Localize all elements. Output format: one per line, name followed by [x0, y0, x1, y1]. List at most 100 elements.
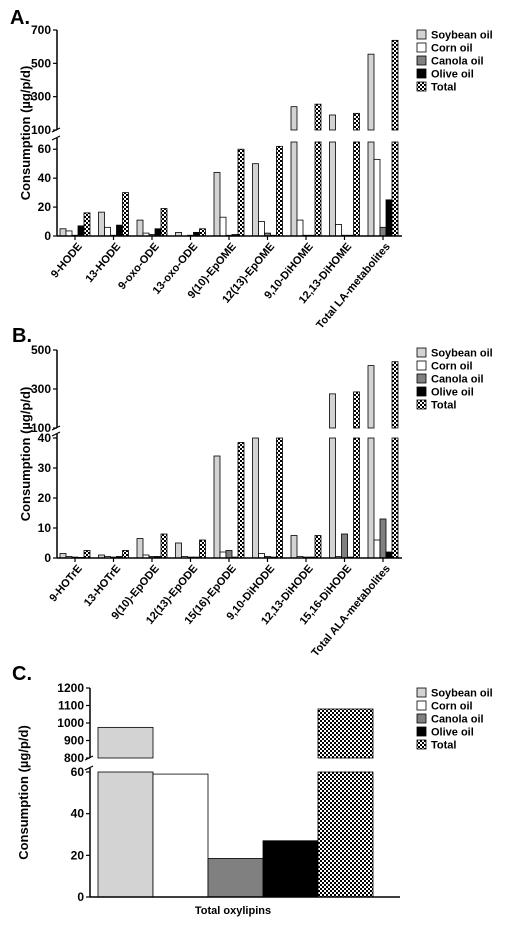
bar-total-12-13-dihome-upper	[353, 112, 360, 131]
legend-label-olive-oil: Olive oil	[431, 69, 474, 81]
bar-soybean-oil-total-la-metabolites	[367, 141, 375, 237]
bar-soybean-oil-9-10-dihome	[290, 141, 298, 237]
y-tick-label: 1200	[57, 681, 84, 695]
bar-soybean-oil-15-16-dihode	[329, 437, 336, 559]
y-tick-label: 60	[38, 142, 52, 156]
bar-corn-oil-15-16-epode	[219, 551, 227, 559]
x-tick-label: 13-HOTrE	[82, 563, 123, 609]
bar-corn-oil-12-13-dihome	[335, 224, 342, 237]
legend-label-soybean-oil: Soybean oil	[431, 348, 493, 360]
y-tick-label: 40	[38, 171, 52, 185]
bar-total-total-la-metabolites-upper	[391, 39, 399, 131]
y-axis-label: Consumption (µg/p/d)	[18, 387, 33, 522]
bar-canola-oil-total-la-metabolites	[379, 226, 387, 237]
legend-swatch-olive-oil	[416, 726, 427, 737]
bar-soybean-oil-15-16-dihode-upper	[329, 393, 336, 429]
bar-soybean-oil-15-16-epode	[213, 455, 221, 559]
legend-swatch-corn-oil	[416, 700, 427, 711]
bar-soybean-oil-total-la-metabolites-upper	[367, 53, 375, 131]
bar-total-total-la-metabolites	[391, 141, 399, 237]
bar-soybean-oil-total-oxylipins-upper	[97, 726, 154, 759]
y-tick-label: 700	[31, 23, 51, 37]
bar-corn-oil-9-10-dihome	[296, 219, 304, 237]
bar-soybean-oil-9-hode	[59, 228, 67, 237]
y-tick-label: 900	[64, 734, 84, 748]
bar-corn-oil-9-hode	[65, 230, 73, 237]
bar-soybean-oil-13-hode	[98, 211, 105, 237]
y-tick-label: 20	[38, 200, 52, 214]
axis-break-mark	[51, 425, 61, 431]
bar-canola-oil-total-ala-metabolites	[379, 518, 387, 559]
legend-label-total: Total	[431, 82, 456, 94]
x-tick-label: 13-HODE	[83, 241, 123, 285]
bar-total-15-16-epode	[237, 442, 245, 559]
panel-a: A. Consumption (µg/p/d) 0 20 40 60 100 300 500 70…	[10, 7, 493, 331]
bar-total-9-hode	[83, 212, 91, 237]
y-tick-label: 0	[77, 890, 84, 904]
panel-label: B.	[12, 325, 32, 347]
bar-soybean-oil-12-13-epome	[252, 163, 259, 237]
x-tick-label: Total ALA-metabolites	[309, 563, 392, 659]
y-axis-label: Consumption (µg/p/d)	[18, 66, 33, 201]
axis-break-mark	[84, 765, 94, 771]
bar-soybean-oil-12-13-dihode	[290, 535, 298, 559]
y-tick-label: 0	[44, 551, 51, 565]
axis-break-mark	[51, 135, 61, 141]
bar-total-9-oxo-ode	[160, 208, 168, 237]
y-tick-label: 40	[38, 431, 52, 445]
legend-label-canola-oil: Canola oil	[431, 714, 484, 726]
bar-total-9-10-dihome-upper	[314, 103, 322, 131]
bar-total-total-ala-metabolites	[391, 437, 399, 559]
legend-label-olive-oil: Olive oil	[431, 727, 474, 739]
bar-soybean-oil-12-13-epode	[175, 542, 182, 559]
bar-canola-oil-total-oxylipins	[207, 858, 264, 898]
bar-olive-oil-total-la-metabolites	[385, 199, 393, 237]
bar-corn-oil-total-oxylipins	[152, 773, 209, 898]
bar-total-12-13-dihome	[353, 141, 360, 237]
bar-soybean-oil-12-13-dihome	[329, 141, 336, 237]
y-tick-label: 500	[31, 56, 51, 70]
bar-total-15-16-dihode	[353, 437, 360, 559]
bar-olive-oil-9-hode	[77, 225, 85, 237]
y-tick-label: 1000	[57, 716, 84, 730]
legend-label-total: Total	[431, 400, 456, 412]
legend-swatch-canola-oil	[416, 713, 427, 724]
bar-canola-oil-15-16-epode	[225, 550, 233, 559]
bar-canola-oil-15-16-dihode	[341, 533, 348, 559]
panel-label: C.	[12, 663, 32, 685]
axis-break-mark	[51, 127, 61, 133]
legend-label-total: Total	[431, 740, 456, 752]
bar-total-12-13-epode	[199, 539, 206, 559]
y-tick-label: 500	[31, 343, 51, 357]
legend-label-corn-oil: Corn oil	[431, 361, 473, 373]
y-axis-label: Consumption (µg/p/d)	[16, 725, 31, 860]
legend-label-corn-oil: Corn oil	[431, 43, 473, 55]
bar-olive-oil-9-oxo-ode	[154, 228, 162, 237]
axis-break-mark	[51, 431, 61, 437]
legend-swatch-soybean-oil	[416, 29, 427, 40]
bar-total-12-13-epome	[276, 145, 283, 237]
bar-soybean-oil-12-13-dihome-upper	[329, 114, 336, 131]
bar-total-15-16-dihode-upper	[353, 391, 360, 429]
legend-swatch-corn-oil	[416, 360, 427, 371]
legend-swatch-total	[416, 399, 427, 410]
legend-swatch-olive-oil	[416, 68, 427, 79]
y-tick-label: 0	[44, 229, 51, 243]
y-tick-label: 300	[31, 90, 51, 104]
legend-label-soybean-oil: Soybean oil	[431, 688, 493, 700]
bar-corn-oil-total-ala-metabolites	[373, 539, 381, 559]
legend-label-canola-oil: Canola oil	[431, 56, 484, 68]
legend-label-olive-oil: Olive oil	[431, 387, 474, 399]
x-tick-label: 9-HODE	[49, 241, 85, 281]
bar-olive-oil-total-oxylipins	[262, 840, 319, 898]
legend-swatch-total	[416, 739, 427, 750]
legend-swatch-soybean-oil	[416, 687, 427, 698]
legend-swatch-total	[416, 81, 427, 92]
bar-soybean-oil-9-10-epode	[136, 538, 144, 559]
bar-total-total-oxylipins	[317, 771, 374, 898]
axis-break-mark	[84, 755, 94, 761]
legend-swatch-olive-oil	[416, 386, 427, 397]
x-tick-label: Total oxylipins	[195, 905, 271, 917]
